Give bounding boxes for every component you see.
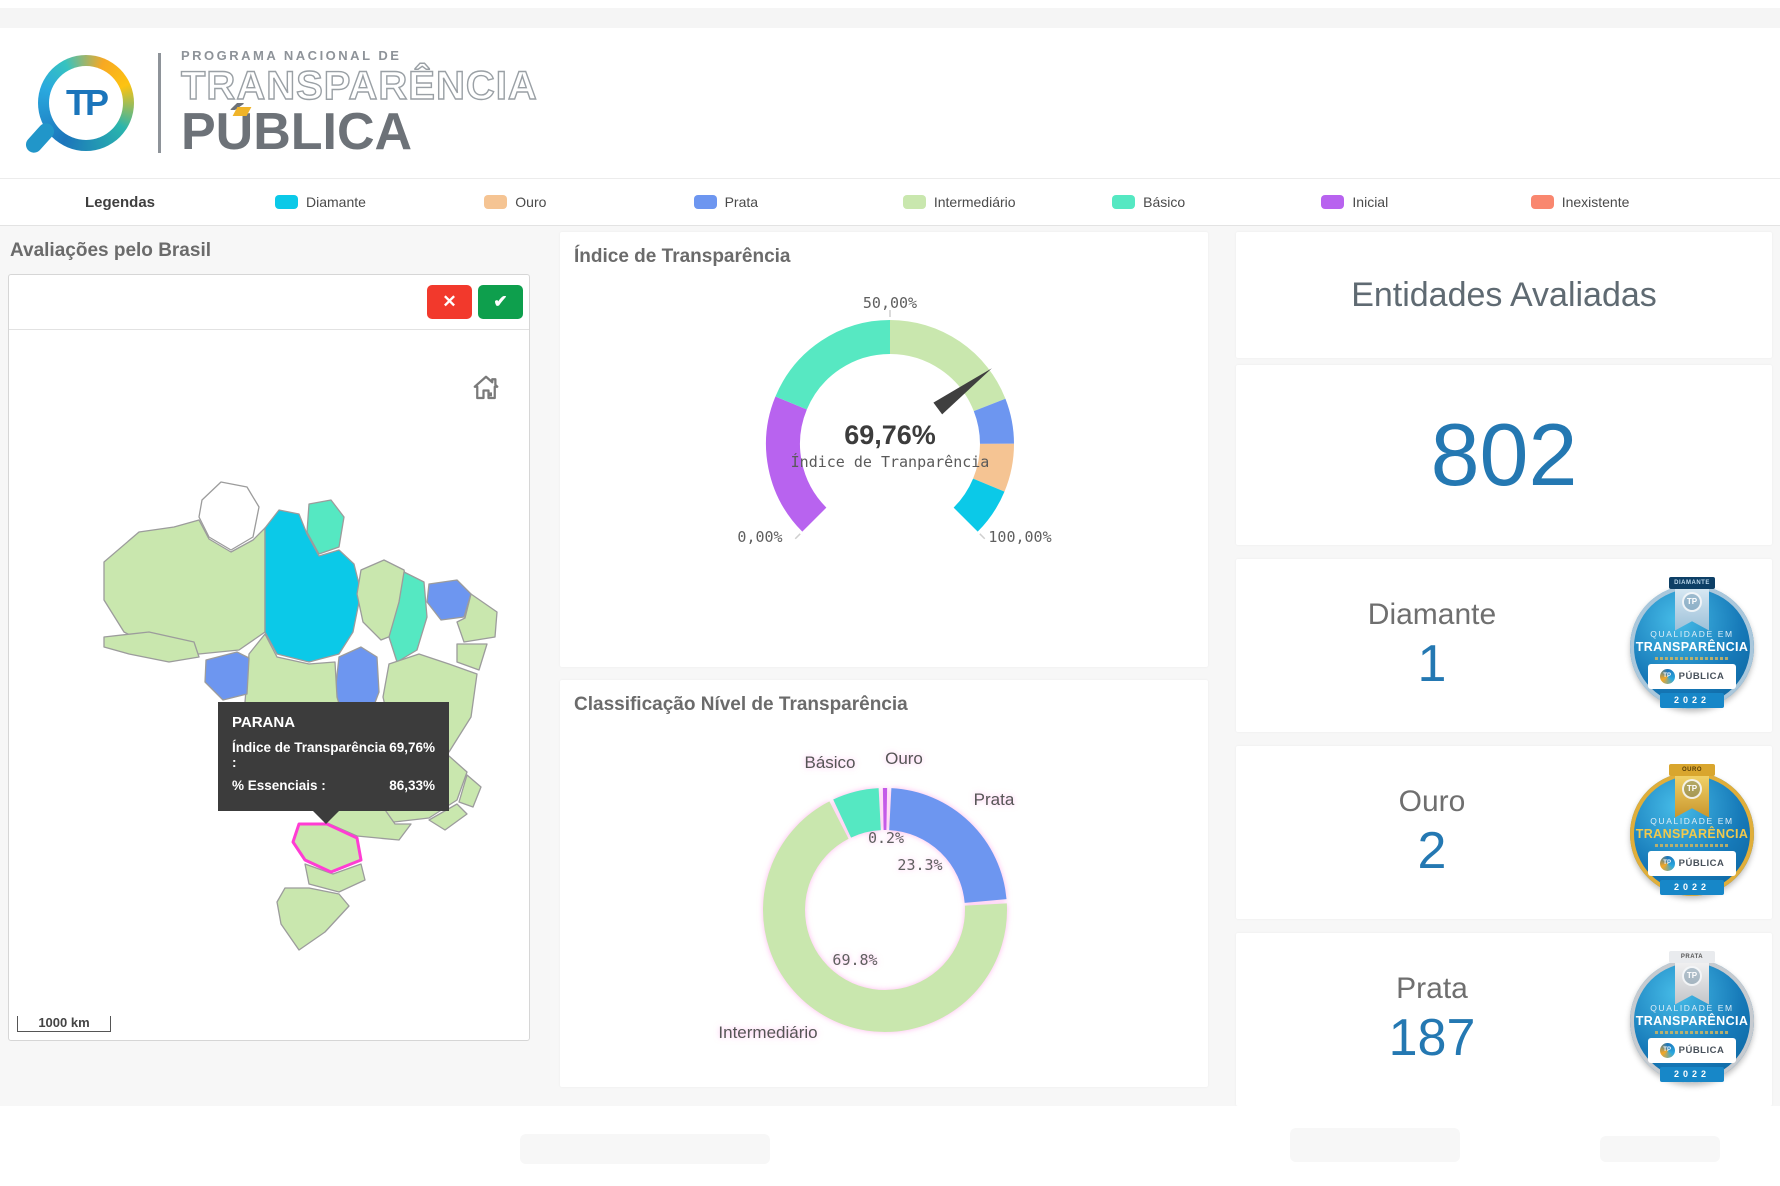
legend-item-ouro: Ouro: [484, 194, 693, 210]
gauge-title: Índice de Transparência: [574, 246, 791, 267]
map-state-espirito-santo[interactable]: [458, 774, 482, 808]
tooltip-row2-value: 86,33%: [389, 778, 435, 793]
header: TP PROGRAMA NACIONAL DE TRANSPARÊNCIA PÚ…: [0, 28, 1780, 178]
prata-label: Prata: [1396, 971, 1468, 1005]
prata-swatch-icon: [693, 195, 717, 209]
svg-text:0.2%: 0.2%: [868, 829, 904, 847]
magnifier-handle-icon: [22, 120, 58, 156]
svg-text:69.8%: 69.8%: [832, 951, 877, 969]
legend-item-basico: Básico: [1112, 194, 1321, 210]
top-band: [0, 8, 1780, 28]
donut-slice-2: [763, 801, 1007, 1032]
svg-text:Ouro: Ouro: [885, 749, 923, 768]
donut-title: Classificação Nível de Transparência: [574, 694, 908, 715]
gauge-card: Índice de Transparência 50,00% 0,00% 100,0…: [560, 232, 1208, 667]
tooltip-row1-label: Índice de Transparência :: [232, 740, 386, 770]
legend-item-inicial: Inicial: [1321, 194, 1530, 210]
prata-badge-icon: PRATA TP QUALIDADE EM TRANSPARÊNCIA TP PÚ…: [1628, 945, 1756, 1095]
entities-title-card: Entidades Avaliadas: [1236, 232, 1772, 358]
ouro-badge-icon: OURO TP QUALIDADE EM TRANSPARÊNCIA TP PÚB…: [1628, 758, 1756, 908]
map-panel: ✕ ✔: [8, 274, 530, 1041]
diamante-swatch-icon: [275, 195, 298, 209]
basico-swatch-icon: [1112, 195, 1136, 209]
svg-text:100,00%: 100,00%: [988, 528, 1051, 546]
map-state-roraima[interactable]: [198, 481, 260, 551]
transparency-gauge-chart[interactable]: 50,00% 0,00% 100,00% 69,76% Índice de Tranpa…: [560, 232, 1208, 667]
diamante-label: Diamante: [1367, 597, 1497, 631]
logo-divider: [158, 53, 161, 153]
page-footer: [0, 1106, 1780, 1186]
legend-item-diamante: Diamante: [275, 194, 484, 210]
kpi-column: Entidades Avaliadas 802 Diamante 1 DIAMA…: [1236, 230, 1772, 1106]
legend-item-inexistente: Inexistente: [1530, 194, 1740, 210]
ouro-label: Ouro: [1398, 784, 1466, 818]
gauge-needle: [933, 368, 992, 415]
legend-item-intermediario: Intermediário: [902, 194, 1112, 210]
program-kicker: PROGRAMA NACIONAL DE: [181, 48, 402, 63]
close-icon: ✕: [442, 292, 457, 311]
map-state-sergipe-alagoas[interactable]: [456, 643, 488, 671]
intermediario-swatch-icon: [902, 195, 926, 209]
entities-title: Entidades Avaliadas: [1351, 275, 1657, 314]
diamante-badge-icon: DIAMANTE TP QUALIDADE EM TRANSPARÊNCIA T…: [1628, 571, 1756, 721]
donut-slice-1: [888, 788, 1007, 904]
logo-tp-text: TP: [65, 82, 109, 123]
svg-text:23.3%: 23.3%: [897, 856, 942, 874]
inexistente-swatch-icon: [1530, 195, 1554, 209]
ouro-swatch-icon: [484, 195, 508, 209]
entities-total-value: 802: [1430, 405, 1578, 504]
diamante-kpi-card: Diamante 1 DIAMANTE TP QUALIDADE EM TRAN…: [1236, 559, 1772, 732]
map-panel-title: Avaliações pelo Brasil: [10, 240, 212, 261]
svg-text:Índice de Tranparência: Índice de Tranparência: [791, 452, 990, 471]
check-icon: ✔: [493, 292, 508, 311]
map-state-para[interactable]: [264, 509, 362, 663]
svg-text:0,00%: 0,00%: [737, 528, 782, 546]
svg-text:Básico: Básico: [804, 753, 855, 772]
program-title-bold: PÚBLICA: [181, 103, 413, 161]
prata-count: 187: [1388, 1008, 1476, 1067]
map-state-ne-coast[interactable]: [456, 593, 498, 643]
ouro-kpi-card: Ouro 2 OURO TP QUALIDADE EM TRANSPARÊNCI…: [1236, 746, 1772, 919]
tp-logo-icon: TP: [22, 55, 134, 156]
map-state-rio-grande-do-sul[interactable]: [276, 887, 350, 951]
tooltip-row2-label: % Essenciais :: [232, 778, 326, 793]
map-state-acre[interactable]: [103, 631, 200, 663]
map-state-amapa[interactable]: [306, 499, 345, 555]
app-logo: TP PROGRAMA NACIONAL DE TRANSPARÊNCIA PÚ…: [22, 48, 538, 161]
diamante-count: 1: [1417, 634, 1447, 693]
entities-total-card: 802: [1236, 365, 1772, 545]
top-strip: [0, 0, 1780, 8]
map-state-parana[interactable]: [291, 822, 363, 874]
legend-item-prata: Prata: [693, 194, 903, 210]
map-selection-toolbar: ✕ ✔: [9, 275, 529, 330]
tooltip-state-name: PARANA: [232, 714, 296, 731]
svg-text:50,00%: 50,00%: [863, 294, 917, 312]
classification-donut-chart[interactable]: Básico Ouro Prata Intermediário 0.2% 23.3% 69.…: [560, 680, 1208, 1087]
map-state-rondonia[interactable]: [204, 651, 250, 701]
tooltip-row1-value: 69,76%: [389, 740, 435, 755]
confirm-selection-button[interactable]: ✔: [478, 285, 523, 319]
svg-text:Prata: Prata: [974, 790, 1015, 809]
svg-text:69,76%: 69,76%: [844, 420, 936, 450]
ouro-count: 2: [1417, 821, 1447, 880]
legend-title: Legendas: [85, 193, 156, 211]
map-state-piaui[interactable]: [388, 571, 428, 663]
map-home-icon[interactable]: [471, 373, 501, 403]
program-title-outline: TRANSPARÊNCIA: [180, 64, 538, 108]
cancel-selection-button[interactable]: ✕: [427, 285, 472, 319]
inicial-swatch-icon: [1321, 195, 1345, 209]
donut-card: Classificação Nível de Transparência Bás…: [560, 680, 1208, 1087]
map-column: Avaliações pelo Brasil ✕ ✔: [8, 230, 532, 1106]
donut-slice-3: [833, 788, 882, 838]
prata-kpi-card: Prata 187 PRATA TP QUALIDADE EM TRANSPAR…: [1236, 933, 1772, 1106]
map-state-santa-catarina[interactable]: [304, 863, 366, 893]
map-tooltip: PARANA Índice de Transparência : 69,76% …: [218, 702, 449, 824]
brazil-map[interactable]: [9, 275, 529, 1040]
map-state-ceara[interactable]: [426, 579, 472, 621]
charts-column: Índice de Transparência 50,00% 0,00% 100,0…: [560, 230, 1208, 1106]
svg-text:Intermediário: Intermediário: [718, 1023, 817, 1042]
legend-bar: Legendas Diamante Ouro Prata Intermediár…: [0, 178, 1780, 226]
map-scale-bar: 1000 km: [17, 1016, 111, 1032]
